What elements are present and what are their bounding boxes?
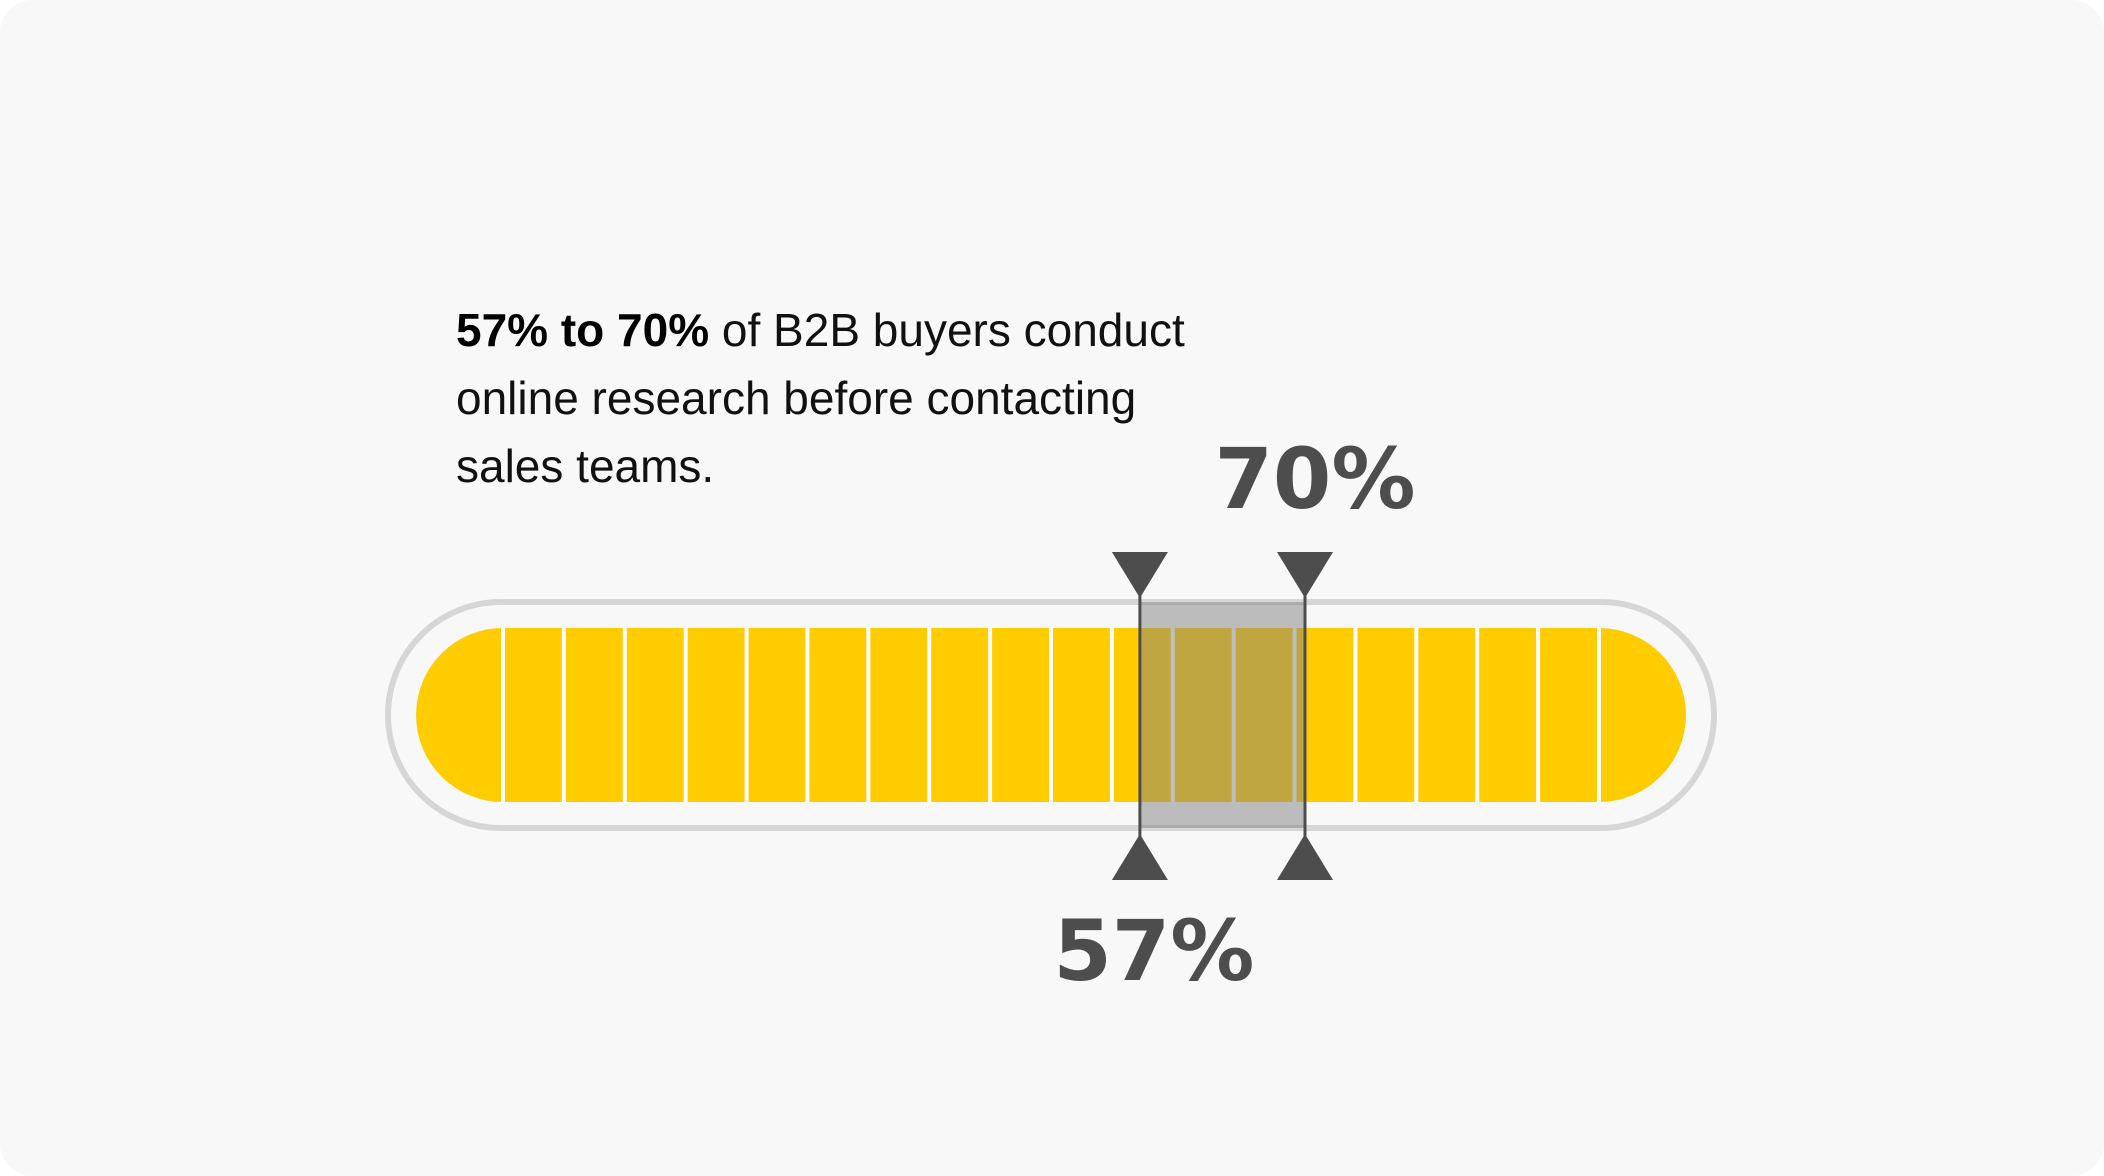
gauge-segments — [416, 628, 1686, 802]
low-marker-bottom-triangle — [1111, 834, 1168, 880]
range-overlay — [1139, 602, 1305, 828]
gauge-segment-8 — [868, 628, 930, 802]
gauge-segment-10 — [990, 628, 1051, 802]
low-marker-top-triangle — [1111, 552, 1168, 598]
gauge-segment-6 — [746, 628, 808, 802]
high-marker-top-triangle — [1277, 552, 1333, 598]
high-value-label: 70% — [1214, 430, 1415, 528]
gauge-segment-7 — [807, 628, 869, 802]
gauge-segment-15 — [1294, 628, 1356, 802]
gauge-segment-19 — [1538, 628, 1599, 802]
gauge-segment-1 — [416, 628, 503, 802]
gauge-segment-2 — [503, 628, 564, 802]
gauge-segment-20 — [1599, 628, 1686, 802]
gauge-segment-9 — [929, 628, 991, 802]
gauge-segment-11 — [1051, 628, 1112, 802]
statement-body: of B2B buyers conduct online research be… — [456, 304, 1185, 492]
high-marker-bottom-triangle — [1277, 834, 1333, 880]
statement-highlight: 57% to 70% — [456, 304, 710, 356]
gauge-segment-5 — [685, 628, 747, 802]
low-value-label: 57% — [1053, 902, 1254, 1000]
gauge-segment-4 — [624, 628, 686, 802]
range-markers — [1111, 552, 1333, 880]
gauge-segment-16 — [1355, 628, 1417, 802]
gauge-segment-3 — [563, 628, 625, 802]
gauge-segment-17 — [1416, 628, 1478, 802]
gauge-track-outline — [385, 599, 1717, 831]
gauge-segment-18 — [1477, 628, 1539, 802]
statement-text: 57% to 70% of B2B buyers conduct online … — [456, 296, 1216, 500]
